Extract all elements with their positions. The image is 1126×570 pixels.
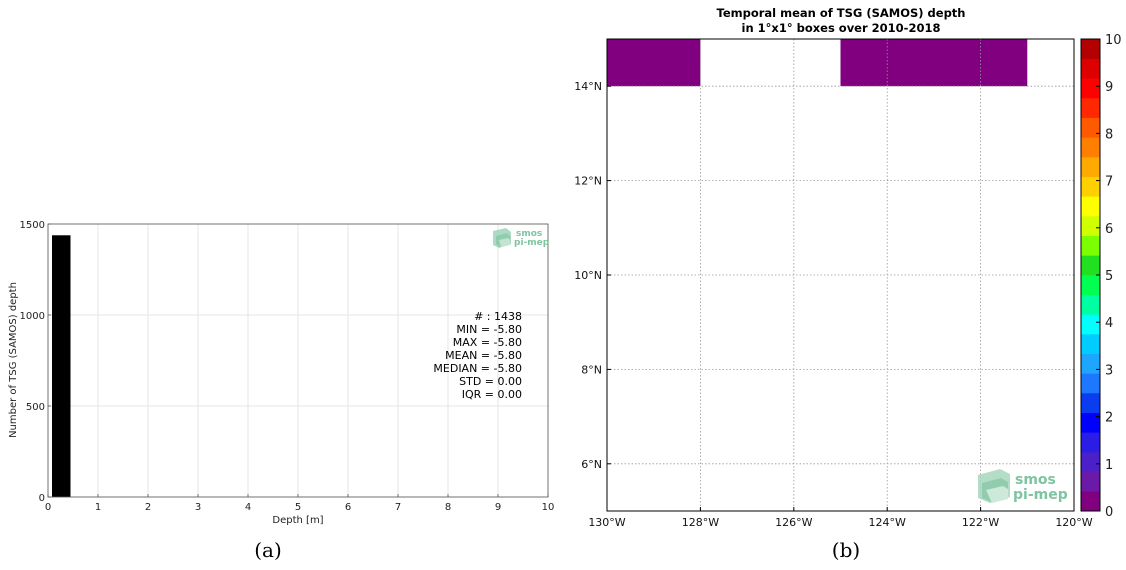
map-x-ticks: 130°W 128°W 126°W 124°W 122°W 120°W [588, 507, 1093, 529]
colorbar-segment [1081, 412, 1100, 433]
stat-mean: MEAN = -5.80 [445, 349, 522, 362]
colorbar: 0 1 2 3 4 5 6 7 8 9 10 [1080, 33, 1122, 520]
y-tick-label: 6°N [581, 458, 602, 471]
colorbar-tick-label: 10 [1105, 33, 1122, 48]
logo-mark-icon [978, 469, 1010, 503]
colorbar-tick-label: 5 [1105, 269, 1113, 284]
logo-text-smos: smos [516, 229, 542, 239]
map-title-line1: Temporal mean of TSG (SAMOS) depth [717, 6, 966, 20]
colorbar-tick-label: 3 [1105, 363, 1113, 378]
x-tick-label: 7 [395, 502, 401, 513]
smos-pimep-logo: smos pi-mep [978, 469, 1068, 503]
colorbar-segment [1081, 294, 1100, 315]
x-tick-label: 4 [245, 502, 251, 513]
map-title-line2: in 1°x1° boxes over 2010-2018 [742, 21, 941, 35]
stat-median: MEDIAN = -5.80 [433, 362, 522, 375]
colorbar-segment [1081, 39, 1100, 59]
x-tick-label: 5 [295, 502, 301, 513]
map-panel: Temporal mean of TSG (SAMOS) depth in 1°… [574, 6, 1121, 562]
colorbar-segment [1081, 58, 1100, 79]
colorbar-segment [1081, 216, 1100, 236]
logo-mark-icon [493, 228, 511, 248]
x-tick-label: 2 [145, 502, 151, 513]
colorbar-segment [1081, 196, 1100, 217]
histogram-x-ticks: 0 1 2 3 4 5 6 7 8 9 10 [45, 494, 555, 513]
map-y-ticks: 6°N 8°N 10°N 12°N 14°N [574, 80, 611, 471]
colorbar-segment [1081, 471, 1100, 492]
colorbar-segment [1081, 373, 1100, 394]
colorbar-segment [1081, 78, 1100, 99]
colorbar-segment [1081, 491, 1100, 512]
x-tick-label: 130°W [588, 516, 625, 529]
histogram-panel: 0 1 2 3 4 5 6 7 8 9 10 0 500 1000 1500 Depth [m] Numb… [8, 220, 554, 562]
caption-b: (b) [832, 538, 860, 562]
map-cell [607, 39, 701, 87]
x-tick-label: 126°W [775, 516, 812, 529]
x-tick-label: 10 [542, 502, 555, 513]
histogram-x-axis-label: Depth [m] [272, 515, 323, 526]
histogram-bar [52, 235, 71, 497]
colorbar-tick-label: 2 [1105, 411, 1113, 426]
histogram-bars [52, 235, 71, 497]
x-tick-label: 124°W [869, 516, 906, 529]
x-tick-label: 6 [345, 502, 351, 513]
colorbar-tick-label: 0 [1105, 505, 1113, 520]
x-tick-label: 120°W [1055, 516, 1092, 529]
colorbar-segment [1081, 314, 1100, 335]
colorbar-segment [1081, 98, 1100, 118]
y-tick-label: 500 [26, 402, 45, 413]
x-tick-label: 128°W [682, 516, 719, 529]
y-tick-label: 14°N [574, 80, 602, 93]
colorbar-segment [1081, 353, 1100, 374]
x-tick-label: 8 [445, 502, 451, 513]
colorbar-tick-label: 9 [1105, 80, 1113, 95]
stat-count: # : 1438 [474, 310, 522, 323]
colorbar-segment [1081, 235, 1100, 256]
stat-min: MIN = -5.80 [456, 323, 522, 336]
map-cells [607, 39, 1028, 87]
colorbar-segment [1081, 393, 1100, 413]
colorbar-segment [1081, 334, 1100, 354]
x-tick-label: 122°W [962, 516, 999, 529]
logo-text-smos: smos [1015, 472, 1056, 488]
logo-text-pimep: pi-mep [1013, 487, 1068, 503]
colorbar-segment [1081, 117, 1100, 138]
colorbar-tick-label: 7 [1105, 175, 1113, 190]
stat-std: STD = 0.00 [459, 375, 522, 388]
colorbar-tick-label: 1 [1105, 458, 1113, 473]
colorbar-segment [1081, 157, 1100, 177]
stat-max: MAX = -5.80 [453, 336, 522, 349]
colorbar-tick-label: 6 [1105, 222, 1113, 237]
x-tick-label: 3 [195, 502, 201, 513]
colorbar-segment [1081, 275, 1100, 295]
map-cell [840, 39, 1028, 87]
colorbar-segment [1081, 452, 1100, 472]
histogram-y-axis-label: Number of TSG (SAMOS) depth [8, 282, 19, 438]
y-tick-label: 12°N [574, 175, 602, 188]
map-gridlines [607, 39, 1074, 511]
stat-iqr: IQR = 0.00 [462, 388, 522, 401]
logo-text-pimep: pi-mep [514, 238, 550, 248]
histogram-y-ticks: 0 500 1000 1500 [20, 220, 51, 504]
colorbar-segment [1081, 255, 1100, 276]
y-tick-label: 1000 [20, 311, 45, 322]
colorbar-segment [1081, 176, 1100, 197]
histogram-stats-box: # : 1438 MIN = -5.80 MAX = -5.80 MEAN = … [433, 310, 522, 401]
colorbar-tick-label: 4 [1105, 316, 1113, 331]
caption-a: (a) [254, 538, 282, 562]
colorbar-segment [1081, 432, 1100, 453]
y-tick-label: 0 [39, 493, 45, 504]
y-tick-label: 8°N [581, 363, 602, 376]
colorbar-segment [1081, 137, 1100, 158]
x-tick-label: 9 [495, 502, 501, 513]
y-tick-label: 1500 [20, 220, 45, 231]
x-tick-label: 0 [45, 502, 51, 513]
colorbar-tick-label: 8 [1105, 127, 1113, 142]
y-tick-label: 10°N [574, 269, 602, 282]
smos-pimep-logo-small: smos pi-mep [493, 228, 550, 248]
x-tick-label: 1 [95, 502, 101, 513]
